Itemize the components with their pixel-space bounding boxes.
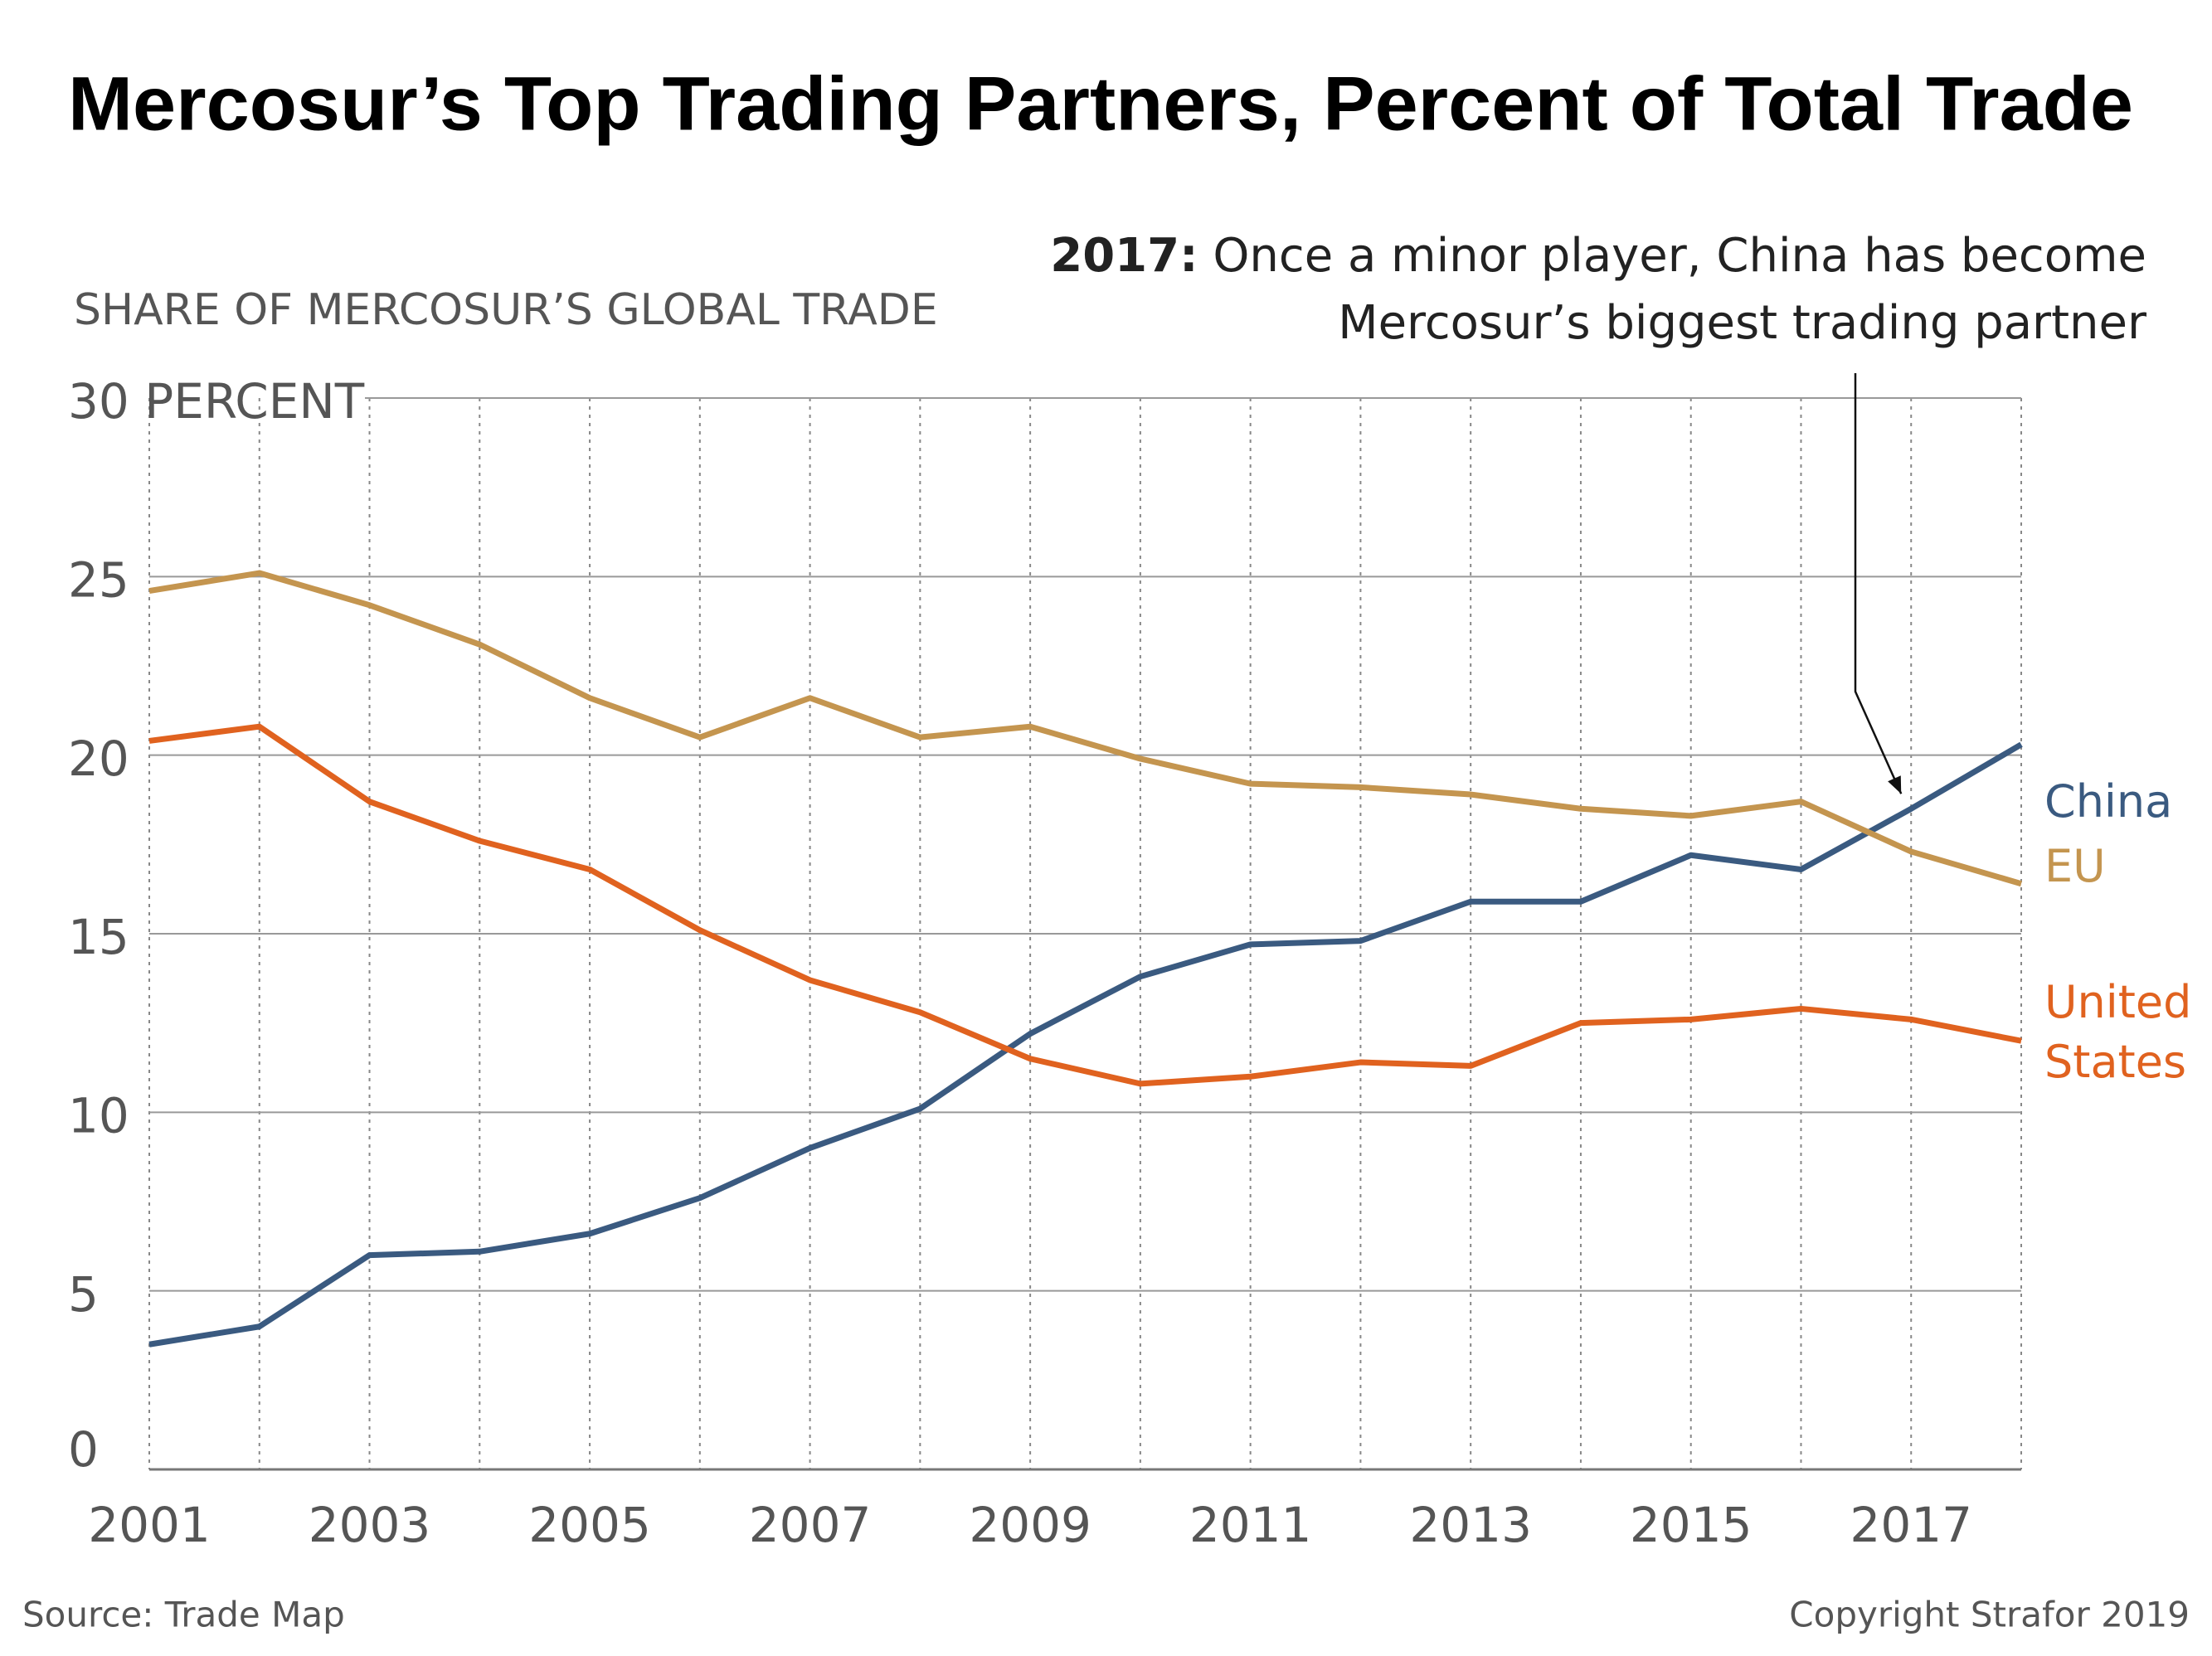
x-tick-label: 2003 bbox=[309, 1497, 431, 1553]
x-tick-label: 2017 bbox=[1850, 1497, 1972, 1553]
x-tick-label: 2015 bbox=[1630, 1497, 1753, 1553]
y-tick-label: 20 bbox=[68, 731, 129, 787]
y-tick-label: 25 bbox=[68, 551, 129, 608]
series-line bbox=[148, 570, 2022, 887]
x-tick-label: 2001 bbox=[88, 1497, 211, 1553]
y-axis-label: SHARE OF MERCOSUR’S GLOBAL TRADE bbox=[74, 285, 938, 335]
source: Source: Trade Map bbox=[22, 1595, 345, 1635]
legend-label: EU bbox=[2044, 839, 2106, 892]
y-tick-label: 5 bbox=[68, 1266, 99, 1323]
x-tick-label: 2009 bbox=[969, 1497, 1091, 1553]
x-tick-label: 2013 bbox=[1409, 1497, 1532, 1553]
copyright: Copyright Strafor 2019 bbox=[1789, 1595, 2190, 1635]
x-tick-label: 2007 bbox=[749, 1497, 872, 1553]
legend-label: China bbox=[2044, 775, 2173, 828]
annotation-line: Mercosur’s biggest trading partner bbox=[1338, 296, 2147, 350]
y-tick-label: 30 PERCENT bbox=[68, 373, 365, 430]
x-tick-label: 2011 bbox=[1189, 1497, 1312, 1553]
y-tick-label: 10 bbox=[68, 1087, 129, 1144]
chart-title: Mercosur’s Top Trading Partners, Percent… bbox=[68, 61, 2133, 146]
annotation: 2017: Once a minor player, China has bec… bbox=[1050, 229, 2146, 283]
y-tick-label: 15 bbox=[68, 909, 129, 965]
annotation-arrow bbox=[1854, 373, 1903, 794]
series-line bbox=[148, 741, 2023, 1348]
annotation-arrowhead bbox=[1888, 775, 1902, 794]
annotation-lead: 2017: bbox=[1050, 229, 1198, 283]
x-tick-label: 2005 bbox=[528, 1497, 651, 1553]
legend-label: United States bbox=[2044, 976, 2192, 1089]
series-line bbox=[148, 723, 2022, 1087]
y-tick-label: 0 bbox=[68, 1421, 99, 1478]
annotation-line: Once a minor player, China has become bbox=[1213, 229, 2146, 283]
